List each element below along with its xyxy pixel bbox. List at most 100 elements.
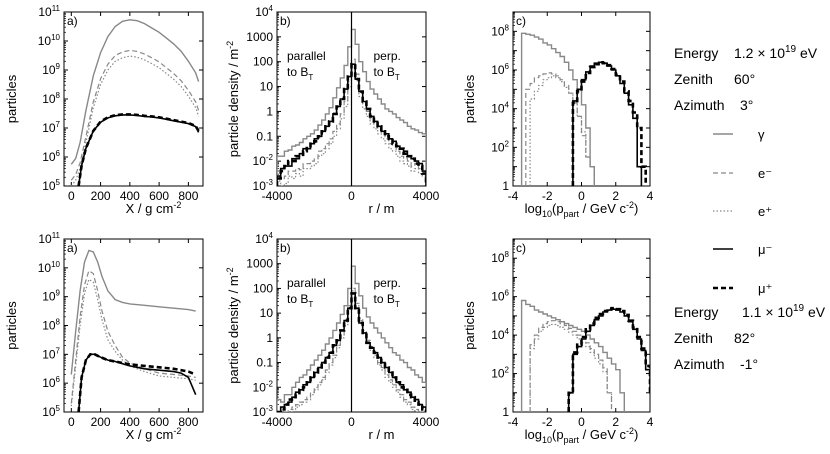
y-tick-label: 1	[502, 405, 509, 419]
y-tick-label: 105	[42, 404, 60, 419]
series-electron	[525, 72, 595, 186]
x-axis-label: X / g cm-2	[126, 200, 182, 216]
y-tick-label: 107	[42, 120, 60, 135]
x-tick-label: 0	[348, 189, 355, 203]
y-tick-label: 106	[491, 289, 509, 304]
energy-value-2: 1.1 × 1019 eV	[742, 303, 826, 320]
x-tick-label: -4	[508, 415, 519, 429]
y-tick-label: 104	[491, 101, 509, 116]
x-tick-label: 400	[120, 189, 140, 203]
azimuth-label-1: Azimuth	[674, 97, 725, 113]
y-tick-label: 109	[42, 289, 60, 304]
series-mu_minus	[77, 353, 197, 412]
y-tick-label: 104	[255, 231, 273, 246]
y-tick-label: 1011	[38, 231, 60, 246]
panel-label: a)	[67, 14, 78, 28]
legend-item-positron: e⁺	[713, 204, 772, 219]
chart-2-1: 1 102 104 106 108 -4 -2 0 2 4 c) particles log10(ppa…	[462, 238, 654, 445]
y-axis-label: particle density / m-2	[225, 267, 241, 383]
shower-info-2: Energy 1.1 × 1019 eV Zenith 82° Azimuth …	[674, 303, 826, 372]
x-tick-label: 0	[578, 189, 585, 203]
annotation-parallel: parallel	[287, 276, 326, 290]
panel-label: a)	[67, 241, 78, 255]
plot-frame	[63, 238, 204, 413]
x-tick-label: 600	[149, 189, 169, 203]
chart-0-0: 105 106 107 108 109 1010 1011 0 200 400 600 800 a) pa…	[4, 4, 204, 216]
series-group	[70, 249, 197, 412]
y-tick-label: 108	[491, 23, 509, 38]
annotation-parallel-b: to BT	[287, 65, 313, 82]
series-electron	[277, 287, 426, 412]
x-tick-label: -2	[542, 415, 553, 429]
x-tick-label: 0	[68, 189, 75, 203]
y-tick-label: 106	[42, 375, 60, 390]
zenith-value-1: 60°	[734, 71, 755, 87]
panel-label: b)	[280, 14, 291, 28]
legend-label-positron: e⁺	[758, 204, 772, 219]
series-electron	[70, 49, 200, 181]
azimuth-value-2: -1°	[740, 356, 758, 372]
y-tick-label: 100	[253, 281, 273, 295]
y-tick-label: 1000	[246, 257, 273, 271]
series-mu_minus	[277, 63, 426, 186]
series-mu_plus	[571, 61, 647, 186]
series-positron	[529, 323, 613, 412]
chart-2-0: 1 102 104 106 108 -4 -2 0 2 4 c) particles log10(ppa…	[462, 11, 654, 219]
x-tick-label: 600	[149, 415, 169, 429]
y-tick-label: 100	[253, 55, 273, 69]
x-tick-label: -4	[508, 189, 519, 203]
y-tick-label: 104	[491, 327, 509, 342]
series-gamma	[520, 32, 595, 186]
energy-label-1: Energy	[674, 45, 718, 61]
x-axis-label: log10(ppart / GeV c-2)	[525, 200, 639, 219]
y-tick-label: 1010	[38, 260, 61, 275]
panel-label: b)	[280, 241, 291, 255]
series-positron	[70, 55, 200, 186]
legend: γ e⁻ e⁺ μ⁻ μ⁺	[713, 127, 772, 296]
y-tick-label: 1	[266, 104, 273, 118]
y-tick-label: 0.1	[256, 356, 273, 370]
legend-label-mu-minus: μ⁻	[758, 242, 772, 257]
y-tick-label: 10-2	[253, 379, 274, 394]
y-tick-label: 1011	[38, 4, 60, 19]
zenith-label-1: Zenith	[674, 71, 713, 87]
azimuth-value-1: 3°	[740, 97, 753, 113]
x-tick-label: -4000	[262, 415, 293, 429]
x-tick-label: 200	[91, 189, 111, 203]
y-tick-label: 104	[255, 4, 273, 19]
y-tick-label: 109	[42, 62, 60, 77]
y-tick-label: 1	[502, 179, 509, 193]
y-tick-label: 10-3	[253, 404, 274, 419]
annotation-parallel-b: to BT	[287, 292, 313, 309]
x-tick-label: 4000	[413, 189, 440, 203]
x-axis-label: r / m	[369, 201, 395, 216]
series-positron	[70, 278, 196, 407]
series-mu_plus	[77, 353, 197, 412]
y-tick-label: 1000	[246, 30, 273, 44]
series-mu_minus	[567, 308, 650, 412]
annotation-perp-b: to BT	[374, 292, 400, 309]
series-electron	[70, 269, 196, 404]
x-tick-label: -4000	[262, 189, 293, 203]
x-axis-label: X / g cm-2	[126, 426, 182, 442]
series-mu_plus	[77, 113, 200, 186]
legend-item-mu-plus: μ⁺	[713, 281, 772, 296]
x-tick-label: 200	[91, 415, 111, 429]
plot-frame	[512, 238, 651, 413]
x-tick-label: 800	[178, 189, 198, 203]
y-tick-label: 108	[491, 250, 509, 265]
y-tick-label: 106	[42, 149, 60, 164]
y-tick-label: 10-3	[253, 178, 274, 193]
y-tick-label: 1	[266, 331, 273, 345]
legend-item-gamma: γ	[713, 127, 765, 142]
series-group	[70, 19, 200, 186]
y-tick-label: 0.1	[256, 129, 273, 143]
x-tick-label: 2	[612, 189, 619, 203]
y-tick-label: 106	[491, 62, 509, 77]
x-tick-label: -2	[542, 189, 553, 203]
series-mu_minus	[77, 114, 200, 186]
panel-label: c)	[516, 14, 526, 28]
annotation-parallel: parallel	[287, 49, 326, 63]
